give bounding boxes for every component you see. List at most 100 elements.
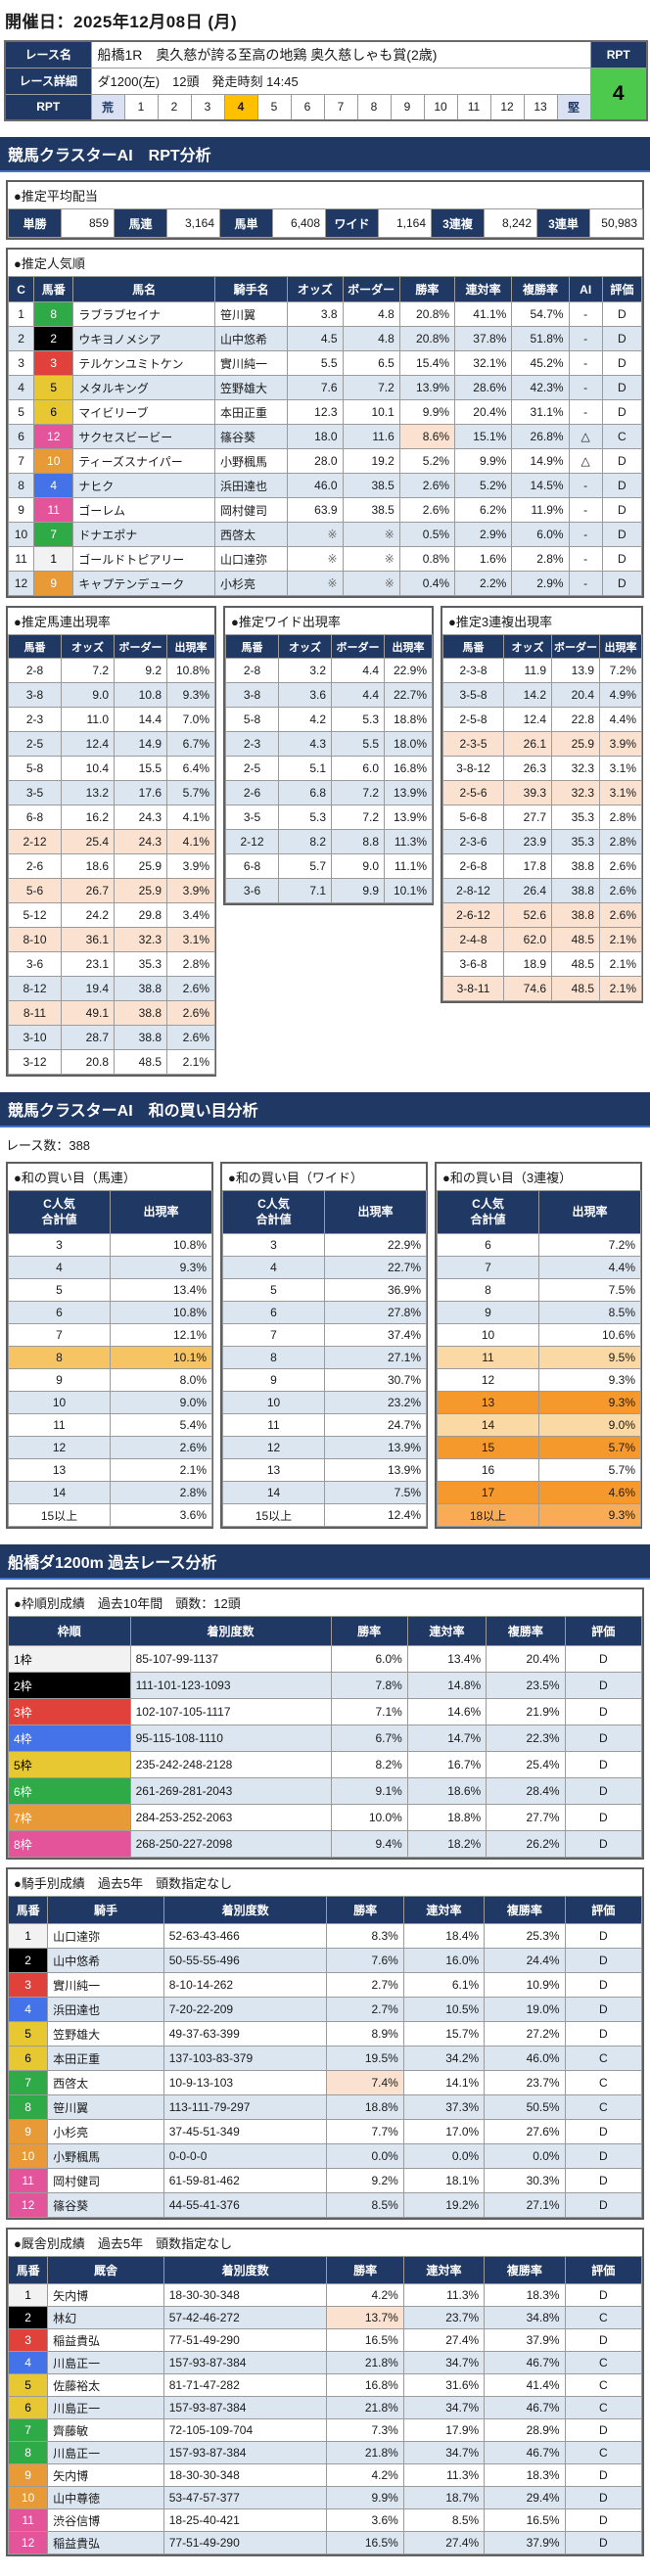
- stat-row: 7 西啓太 10-9-13-103 7.4% 14.1% 23.7% C: [7, 2070, 643, 2095]
- combo-cell: 2-6: [8, 853, 62, 879]
- odds-cell: 12.3: [287, 399, 344, 425]
- win-rate-cell: 3.6%: [326, 2508, 404, 2532]
- show-rate-cell: 24.4%: [484, 1948, 566, 1973]
- ai-mark-cell: -: [568, 546, 603, 572]
- popularity-sum-cell: 8: [222, 1346, 325, 1369]
- ai-mark-cell: -: [568, 571, 603, 596]
- place-rate-cell: 27.4%: [402, 2531, 486, 2554]
- horse-number-cell: 2: [7, 1948, 49, 1973]
- rate-cell: 9.5%: [538, 1346, 641, 1369]
- rate-cell: 30.7%: [324, 1368, 427, 1392]
- show-rate-cell: 28.9%: [484, 2418, 566, 2442]
- horse-number-cell: 6: [7, 2396, 49, 2419]
- record-cell: 284-253-252-2063: [129, 1804, 332, 1831]
- rate-cell: 7.2%: [538, 1233, 641, 1257]
- border-cell: 4.4: [331, 658, 385, 683]
- stat-row: 6 川島正一 157-93-87-384 21.8% 34.7% 46.7% C: [7, 2396, 643, 2419]
- rpt-scale-cell: 5: [256, 93, 292, 121]
- column-header: 騎手名: [213, 276, 289, 302]
- rate-cell: 3.1%: [599, 756, 642, 781]
- wa-sanrenpuku-title: ●和の買い目（3連複）: [437, 1164, 640, 1190]
- combo-cell: 5-6: [8, 878, 62, 903]
- popularity-sum-cell: 18以上: [437, 1503, 539, 1527]
- occurrence-row: 2-3 4.3 5.5 18.0%: [225, 731, 433, 757]
- show-rate-cell: 31.1%: [511, 399, 570, 425]
- column-header: 出現率: [166, 634, 215, 659]
- popularity-sum-cell: 12: [437, 1368, 539, 1392]
- column-header: 着別度数: [162, 1896, 328, 1924]
- win-rate-cell: 2.6%: [398, 473, 456, 498]
- ai-mark-cell: △: [568, 424, 603, 449]
- section-wa-analysis: 競馬クラスターAI 和の買い目分析: [0, 1092, 650, 1127]
- win-rate-cell: 16.5%: [326, 2531, 404, 2554]
- occurrence-row: 6-8 5.7 9.0 11.1%: [225, 853, 433, 879]
- column-header: ボーダー: [551, 634, 600, 659]
- column-header: 連対率: [406, 1616, 488, 1646]
- record-cell: 95-115-108-1110: [129, 1725, 332, 1752]
- place-rate-cell: 11.3%: [402, 2283, 486, 2307]
- occurrence-row: 2-8 3.2 4.4 22.9%: [225, 658, 433, 683]
- border-cell: 35.3: [114, 951, 167, 977]
- popularity-sum-cell: 4: [8, 1256, 111, 1279]
- occurrence-row: 2-5-6 39.3 32.3 3.1%: [442, 780, 642, 805]
- place-rate-cell: 37.3%: [402, 2094, 486, 2120]
- rate-cell: 9.0%: [110, 1391, 212, 1414]
- rate-cell: 10.8%: [166, 658, 215, 683]
- occurrence-row: 2-3-8 11.9 13.9 7.2%: [442, 658, 642, 683]
- rate-cell: 4.4%: [599, 707, 642, 732]
- horse-number-cell: 2: [33, 326, 74, 351]
- eval-cell: D: [601, 326, 643, 351]
- popularity-sum-cell: 6: [222, 1301, 325, 1324]
- occurrence-row: 3-5-8 14.2 20.4 4.9%: [442, 682, 642, 708]
- rpt-scale-cell: 12: [489, 93, 525, 121]
- wa-kaime-tables-row: ●和の買い目（馬連） C人気 合計値 出現率 3 10.8% 4 9.3% 5 13.4% 6…: [6, 1162, 644, 1529]
- place-rate-cell: 18.1%: [402, 2168, 486, 2193]
- win-rate-cell: 21.8%: [326, 2351, 404, 2374]
- column-header: C: [7, 276, 35, 302]
- frame-cell: 7枠: [8, 1804, 131, 1831]
- combo-cell: 3-5-8: [442, 682, 504, 708]
- column-header: 馬番: [33, 276, 74, 302]
- horse-number-cell: 6: [33, 399, 74, 425]
- person-name-cell: 山口達弥: [47, 1923, 164, 1949]
- person-name-cell: 林幻: [47, 2306, 164, 2329]
- show-rate-cell: 23.5%: [486, 1672, 566, 1699]
- win-rate-cell: 7.6%: [326, 1948, 404, 1973]
- combo-cell: 2-5-8: [442, 707, 504, 732]
- rpt-scale-cell: 1: [123, 93, 159, 121]
- show-rate-cell: 50.5%: [484, 2094, 566, 2120]
- odds-cell: 9.0: [61, 682, 115, 708]
- border-cell: ※: [342, 571, 400, 596]
- frame-cell: 5枠: [8, 1751, 131, 1778]
- rpt-scale-cell: 10: [423, 93, 458, 121]
- rpt-scale-cell: 荒: [90, 93, 125, 121]
- show-rate-cell: 27.7%: [486, 1804, 566, 1831]
- horse-number-cell: 5: [7, 2021, 49, 2047]
- win-rate-cell: 9.1%: [330, 1777, 408, 1805]
- odds-cell: 24.2: [61, 902, 115, 928]
- eval-cell: D: [564, 2168, 643, 2193]
- sum-row: 7 37.4%: [222, 1323, 427, 1347]
- jockey-name-cell: 本田正重: [213, 399, 289, 425]
- combo-cell: 5-8: [225, 707, 279, 732]
- eval-cell: C: [564, 2396, 643, 2419]
- combo-cell: 2-8: [8, 658, 62, 683]
- win-rate-cell: 9.9%: [398, 399, 456, 425]
- column-header: 馬番: [7, 1896, 49, 1924]
- show-rate-cell: 28.4%: [486, 1777, 566, 1805]
- popularity-sum-cell: 3: [222, 1233, 325, 1257]
- popularity-sum-cell: 7: [437, 1256, 539, 1279]
- border-cell: 5.3: [331, 707, 385, 732]
- race-name-row: レース名 船橋1R 奥久慈が誇る至高の地鶏 奥久慈しゃも賞(2歳) RPT: [4, 40, 648, 69]
- ai-mark-cell: -: [568, 326, 603, 351]
- payout-value: 6,408: [272, 208, 326, 238]
- border-cell: 25.9: [114, 878, 167, 903]
- rpt-scale-cell: 7: [323, 93, 358, 121]
- rate-cell: 2.8%: [110, 1481, 212, 1504]
- rank-cell: 6: [7, 424, 35, 449]
- show-rate-cell: 19.0%: [484, 1997, 566, 2022]
- occurrence-row: 2-5 5.1 6.0 16.8%: [225, 756, 433, 781]
- record-cell: 7-20-22-209: [162, 1997, 328, 2022]
- popularity-sum-cell: 14: [437, 1413, 539, 1437]
- popularity-sum-cell: 10: [222, 1391, 325, 1414]
